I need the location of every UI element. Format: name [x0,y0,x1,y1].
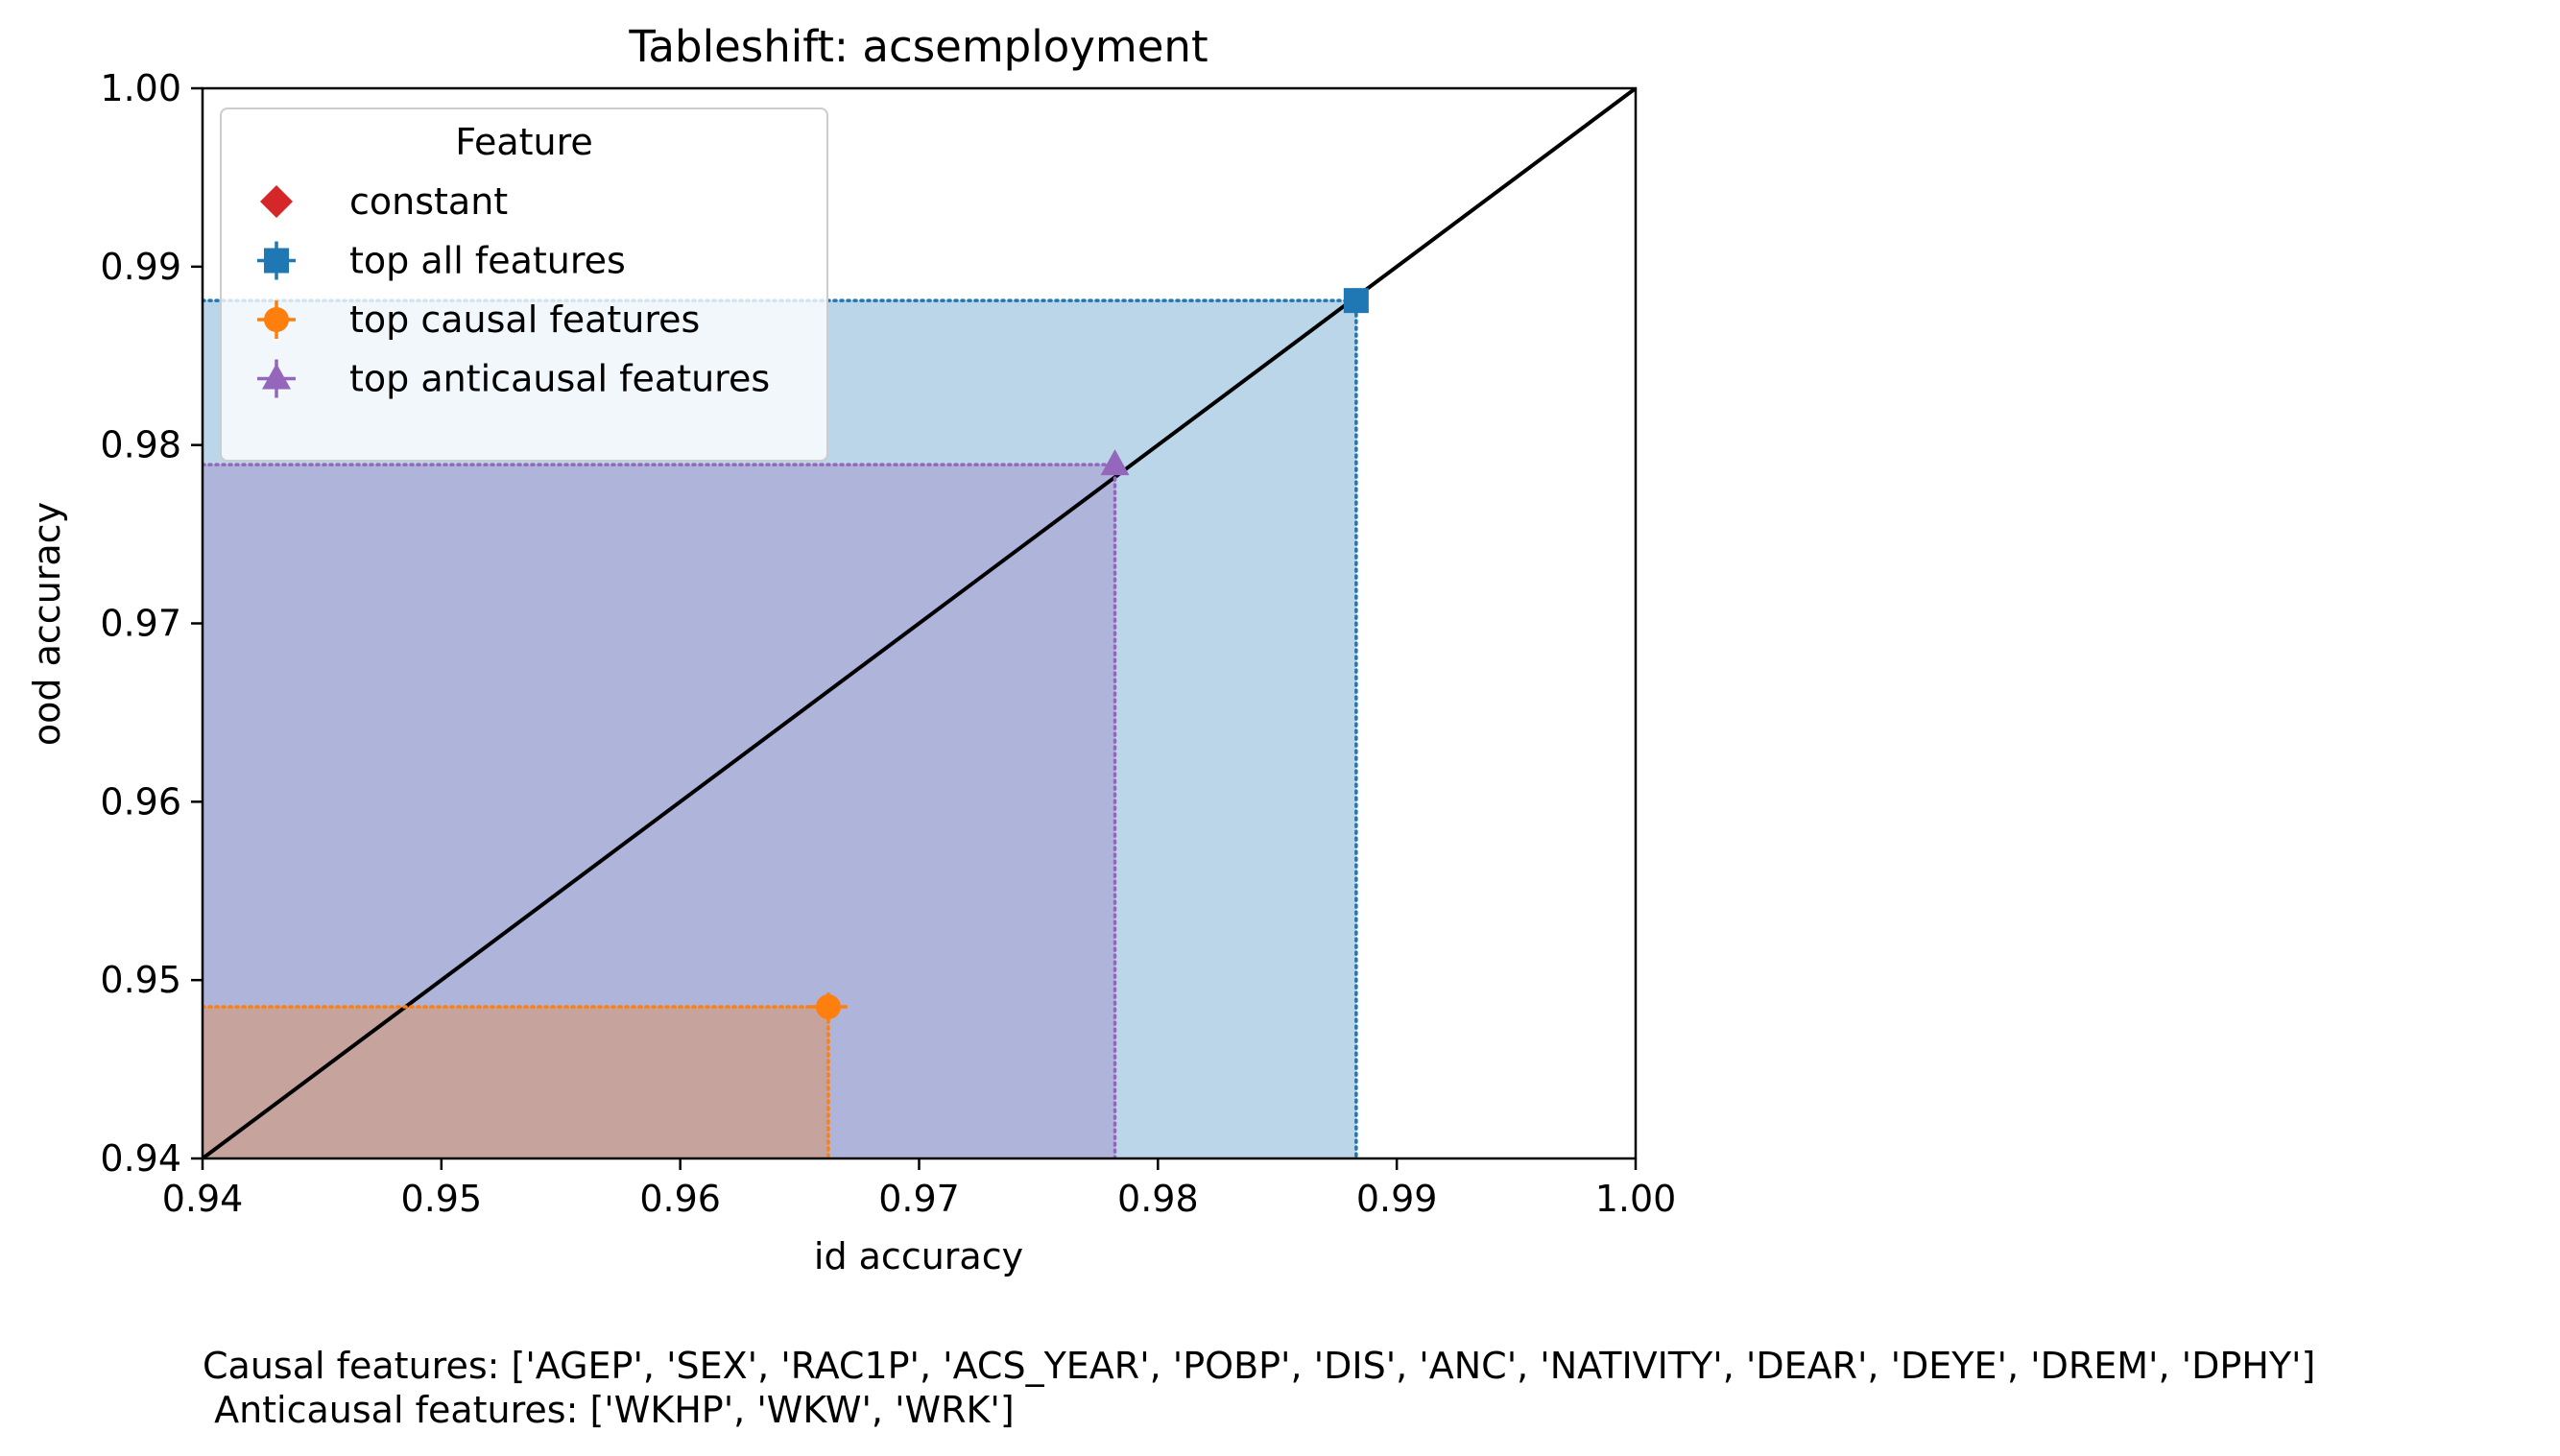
y-tick-label: 0.97 [100,603,181,645]
point-top-causal-features [815,994,841,1020]
legend-marker-top-anticausal-features [262,363,291,390]
legend-label-top-all-features: top all features [349,240,626,282]
region-top-causal-features [203,1007,828,1158]
y-tick-label: 0.94 [100,1137,181,1180]
legend-entries: constant top all features top causal featu… [257,180,770,400]
legend-marker-constant [260,185,293,218]
y-tick-label: 0.96 [100,780,181,823]
x-axis-label: id accuracy [814,1235,1023,1277]
y-tick-label: 1.00 [100,67,181,109]
x-axis: 0.94 0.95 0.96 0.97 0.98 0.99 1.00 [162,1158,1677,1220]
y-tick-label: 0.95 [100,959,181,1001]
chart-title: Tableshift: acsemployment [628,21,1208,72]
x-tick-label: 0.96 [639,1178,721,1220]
markers [815,288,1369,1020]
legend-label-top-anticausal-features: top anticausal features [349,358,770,400]
y-axis: 0.94 0.95 0.96 0.97 0.98 0.99 1.00 [100,67,203,1180]
legend-marker-top-causal-features [264,307,289,332]
y-axis-label: ood accuracy [26,502,68,746]
x-tick-label: 0.99 [1356,1178,1438,1220]
diagonal-reference-line [203,88,1636,1158]
legend-label-top-causal-features: top causal features [349,298,700,341]
x-tick-label: 0.95 [401,1178,483,1220]
x-tick-label: 1.00 [1595,1178,1677,1220]
x-tick-label: 0.98 [1117,1178,1199,1220]
footnote-anticausal: Anticausal features: ['WKHP', 'WKW', 'WR… [203,1389,1015,1431]
point-top-anticausal-features [1100,449,1130,476]
x-tick-label: 0.97 [878,1178,960,1220]
point-top-all-features [1343,288,1369,314]
legend-title: Feature [455,121,593,163]
y-tick-label: 0.99 [100,246,181,288]
y-tick-label: 0.98 [100,424,181,466]
legend-label-constant: constant [349,180,508,223]
legend: Feature constant top all features top caus… [220,107,828,462]
x-tick-label: 0.94 [162,1178,244,1220]
footnote-causal: Causal features: ['AGEP', 'SEX', 'RAC1P'… [203,1345,2315,1387]
legend-box [220,107,828,462]
legend-marker-top-all-features [264,248,289,274]
